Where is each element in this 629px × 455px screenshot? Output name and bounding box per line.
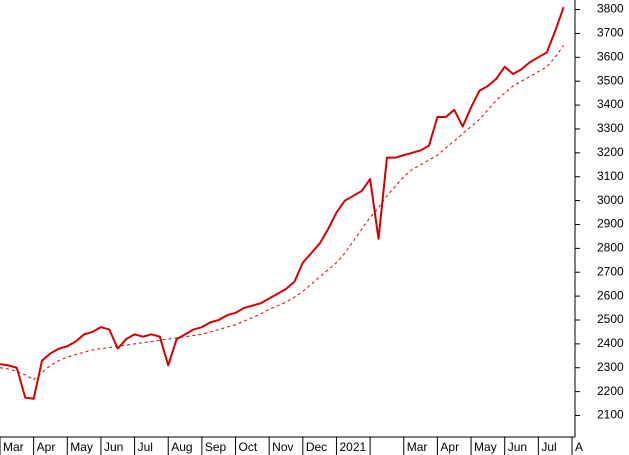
x-tick-label: Jul (541, 440, 556, 454)
x-tick-label: Sep (205, 440, 227, 454)
x-tick-label: Nov (272, 440, 293, 454)
x-tick-label: Mar (407, 440, 428, 454)
x-tick-label: Jul (138, 440, 153, 454)
y-tick-label: 2700 (597, 264, 624, 278)
x-tick-label: 2021 (339, 440, 366, 454)
x-tick-label: Aug (171, 440, 192, 454)
y-tick-label: 3500 (597, 73, 624, 87)
y-tick-label: 2900 (597, 217, 624, 231)
y-tick-label: 2800 (597, 241, 624, 255)
y-tick-label: 3200 (597, 145, 624, 159)
x-tick-label: Jun (508, 440, 527, 454)
y-tick-label: 3600 (597, 49, 624, 63)
x-tick-label: Mar (3, 440, 24, 454)
y-tick-label: 3300 (597, 121, 624, 135)
x-tick-label: A (575, 440, 583, 454)
y-tick-label: 2100 (597, 408, 624, 422)
y-tick-label: 3400 (597, 97, 624, 111)
y-tick-label: 2200 (597, 384, 624, 398)
y-tick-label: 2400 (597, 336, 624, 350)
y-tick-label: 3800 (597, 2, 624, 16)
y-tick-label: 2500 (597, 312, 624, 326)
y-tick-label: 3700 (597, 26, 624, 40)
y-tick-label: 2600 (597, 288, 624, 302)
x-tick-label: May (70, 440, 93, 454)
x-tick-label: Apr (440, 440, 459, 454)
x-tick-label: Oct (239, 440, 258, 454)
price-line (0, 6, 565, 400)
x-tick-label: Jun (104, 440, 123, 454)
y-tick-label: 3100 (597, 169, 624, 183)
x-tick-label: May (474, 440, 497, 454)
y-tick-label: 2300 (597, 360, 624, 374)
y-tick-label: 3000 (597, 193, 624, 207)
x-tick-label: Apr (37, 440, 56, 454)
average-line (0, 45, 564, 381)
x-tick-label: Dec (306, 440, 327, 454)
